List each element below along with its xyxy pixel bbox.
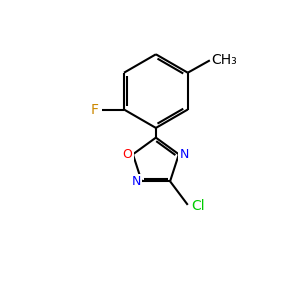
Text: N: N (132, 175, 141, 188)
Text: N: N (179, 148, 189, 161)
Text: Cl: Cl (191, 199, 205, 213)
Text: O: O (123, 148, 133, 161)
Text: F: F (90, 103, 98, 116)
Text: CH₃: CH₃ (211, 53, 237, 67)
